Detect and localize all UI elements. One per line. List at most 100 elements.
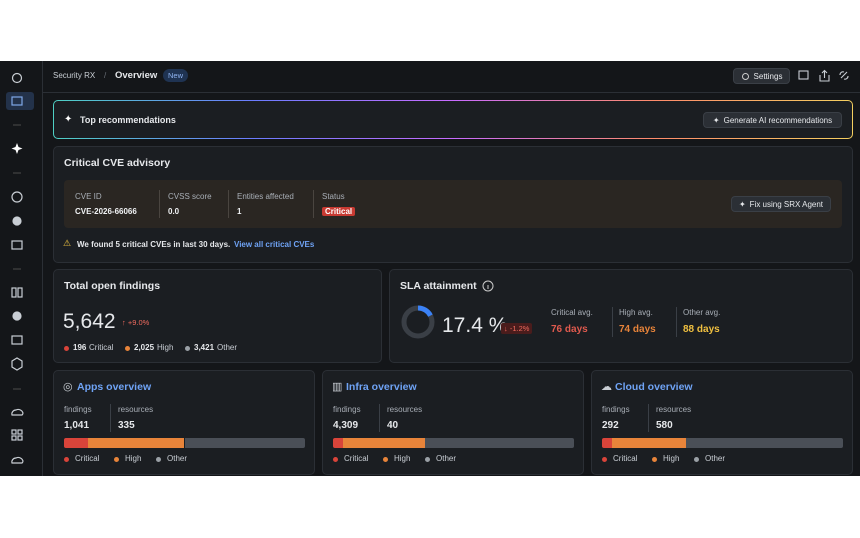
- average-value: 76 days: [551, 324, 588, 335]
- legend-dot: [64, 457, 69, 462]
- bar-segment: [686, 438, 843, 448]
- stat-divider: [648, 404, 649, 432]
- generate-label: Generate AI recommendations: [723, 115, 833, 125]
- card-icon: ◎: [63, 381, 73, 393]
- bar-segment: [64, 438, 89, 448]
- legend-dot: [114, 457, 119, 462]
- legend-label: Critical: [613, 454, 638, 463]
- average-label: Critical avg.: [551, 308, 593, 317]
- average-divider: [612, 307, 613, 337]
- sla-value: 17.4: [442, 314, 483, 337]
- sparkle-icon: ✦: [64, 114, 73, 125]
- breakdown-dot: [125, 346, 130, 351]
- column-divider: [313, 190, 314, 218]
- card-title[interactable]: Apps overview: [77, 381, 152, 393]
- advisory-link[interactable]: View all critical CVEs: [234, 240, 315, 249]
- breadcrumb-current: Overview: [115, 70, 158, 81]
- stat-label: findings: [64, 405, 92, 414]
- column-divider: [159, 190, 160, 218]
- column-label: CVSS score: [168, 192, 212, 201]
- advisory-notice: We found 5 critical CVEs in last 30 days…: [77, 240, 231, 249]
- new-badge: New: [163, 69, 189, 82]
- stat-value: 40: [387, 420, 399, 431]
- legend-dot: [333, 457, 338, 462]
- legend-dot: [602, 457, 607, 462]
- overview-card: [322, 370, 584, 475]
- breadcrumb-separator: /: [104, 71, 107, 80]
- overview-card: [53, 370, 315, 475]
- toolbar-icons[interactable]: [796, 69, 854, 83]
- legend-dot: [694, 457, 699, 462]
- recommendations-title: Top recommendations: [80, 115, 176, 125]
- breakdown-label: Critical: [89, 343, 114, 352]
- legend-label: Other: [167, 454, 188, 463]
- findings-panel: [53, 269, 382, 363]
- legend-label: Critical: [75, 454, 100, 463]
- advisory-title: Critical CVE advisory: [64, 157, 171, 169]
- column-value: CVE-2026-66066: [75, 207, 137, 216]
- breadcrumb-parent[interactable]: Security RX: [53, 71, 96, 80]
- stat-label: findings: [602, 405, 630, 414]
- sidebar-icons: [6, 72, 34, 464]
- bar-segment: [342, 438, 425, 448]
- donut-arc: [401, 305, 435, 339]
- column-divider: [228, 190, 229, 218]
- bar-segment: [184, 438, 305, 448]
- stat-label: resources: [118, 405, 154, 414]
- bar-segment: [611, 438, 687, 448]
- column-label: Status: [322, 192, 345, 201]
- generate-button[interactable]: ✦ Generate AI recommendations: [703, 112, 842, 128]
- breakdown-dot: [64, 346, 69, 351]
- fix-label: Fix using SRX Agent: [749, 199, 824, 209]
- sidebar: [0, 61, 43, 476]
- stat-label: findings: [333, 405, 361, 414]
- average-label: Other avg.: [683, 308, 721, 317]
- stat-divider: [379, 404, 380, 432]
- breakdown-label: Other: [217, 343, 238, 352]
- stat-label: resources: [656, 405, 692, 414]
- column-label: CVE ID: [75, 192, 102, 201]
- legend-dot: [383, 457, 388, 462]
- warning-icon: ⚠: [63, 238, 72, 248]
- findings-change: ↑ +9.0%: [122, 318, 150, 327]
- column-value: Critical: [322, 207, 356, 216]
- overview-card: [591, 370, 853, 475]
- column-label: Entities affected: [237, 192, 294, 201]
- advisory-box: [64, 180, 842, 228]
- legend-label: Critical: [344, 454, 369, 463]
- sla-donut: [401, 305, 435, 339]
- breakdown-label: High: [157, 343, 174, 352]
- app: Security RX / Overview New Settings ✦ To…: [0, 61, 860, 476]
- sla-panel: [389, 269, 853, 363]
- average-value: 74 days: [619, 324, 656, 335]
- column-value: 0.0: [168, 207, 180, 216]
- column-value: 1: [237, 207, 242, 216]
- breakdown-dot: [185, 346, 190, 351]
- card-title[interactable]: Cloud overview: [615, 381, 693, 393]
- info-icon[interactable]: [482, 280, 494, 292]
- sla-title: SLA attainment: [400, 280, 477, 292]
- bar-segment: [424, 438, 574, 448]
- legend-dot: [156, 457, 161, 462]
- card-icon: ☁: [601, 381, 612, 393]
- breakdown-count: 3,421: [194, 343, 215, 352]
- bar-segment: [333, 438, 343, 448]
- legend-label: Other: [436, 454, 457, 463]
- settings-button[interactable]: Settings: [733, 68, 790, 84]
- card-icon: ▥: [332, 381, 343, 393]
- fix-button[interactable]: ✦ Fix using SRX Agent: [731, 196, 831, 212]
- legend-dot: [652, 457, 657, 462]
- legend-label: Other: [705, 454, 726, 463]
- findings-total: 5,642: [63, 310, 116, 333]
- sla-change: ↓ -1.2%: [501, 323, 533, 334]
- nav-icons: [11, 72, 24, 464]
- legend-dot: [425, 457, 430, 462]
- average-label: High avg.: [619, 308, 653, 317]
- stat-value: 580: [656, 420, 673, 431]
- active-item: [6, 92, 34, 110]
- card-title[interactable]: Infra overview: [346, 381, 417, 393]
- stat-label: resources: [387, 405, 423, 414]
- stat-value: 1,041: [64, 420, 90, 431]
- bar-segment: [88, 438, 185, 448]
- breakdown-count: 196: [73, 343, 87, 352]
